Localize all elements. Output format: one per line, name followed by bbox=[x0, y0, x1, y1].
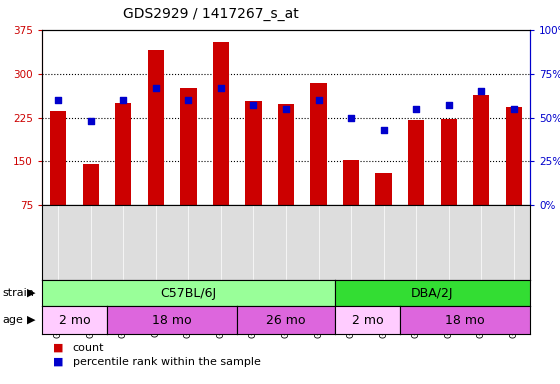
Text: ▶: ▶ bbox=[26, 288, 35, 298]
Point bbox=[412, 106, 421, 112]
Text: ▶: ▶ bbox=[26, 315, 35, 325]
Bar bbox=[180, 88, 197, 249]
Text: strain: strain bbox=[3, 288, 35, 298]
Point bbox=[282, 106, 291, 112]
Text: ■: ■ bbox=[53, 343, 64, 353]
Bar bbox=[245, 101, 262, 249]
Bar bbox=[375, 173, 392, 249]
Point bbox=[347, 114, 356, 121]
Text: 18 mo: 18 mo bbox=[152, 313, 192, 326]
Point bbox=[86, 118, 95, 124]
Bar bbox=[408, 121, 424, 249]
Bar bbox=[506, 107, 522, 249]
Text: C57BL/6J: C57BL/6J bbox=[160, 286, 217, 300]
Text: 2 mo: 2 mo bbox=[352, 313, 383, 326]
Text: percentile rank within the sample: percentile rank within the sample bbox=[73, 357, 260, 367]
Point bbox=[477, 88, 486, 94]
Bar bbox=[83, 164, 99, 249]
Text: 26 mo: 26 mo bbox=[266, 313, 306, 326]
Text: GDS2929 / 1417267_s_at: GDS2929 / 1417267_s_at bbox=[123, 7, 299, 21]
Text: 2 mo: 2 mo bbox=[59, 313, 90, 326]
Bar bbox=[50, 111, 67, 249]
Bar bbox=[115, 103, 132, 249]
Bar bbox=[278, 104, 294, 249]
Text: ■: ■ bbox=[53, 357, 64, 367]
Text: count: count bbox=[73, 343, 104, 353]
Text: 18 mo: 18 mo bbox=[445, 313, 485, 326]
Bar bbox=[343, 159, 359, 249]
Bar bbox=[441, 119, 457, 249]
Point bbox=[444, 102, 453, 108]
Bar bbox=[148, 50, 164, 249]
Point bbox=[119, 97, 128, 103]
Point bbox=[314, 97, 323, 103]
Text: DBA/2J: DBA/2J bbox=[411, 286, 454, 300]
Point bbox=[379, 127, 388, 133]
Point bbox=[151, 85, 160, 91]
Point bbox=[509, 106, 518, 112]
Point bbox=[217, 85, 226, 91]
Point bbox=[54, 97, 63, 103]
Bar bbox=[473, 95, 489, 249]
Point bbox=[249, 102, 258, 108]
Bar bbox=[213, 42, 229, 249]
Text: age: age bbox=[3, 315, 24, 325]
Point bbox=[184, 97, 193, 103]
Bar bbox=[310, 83, 326, 249]
